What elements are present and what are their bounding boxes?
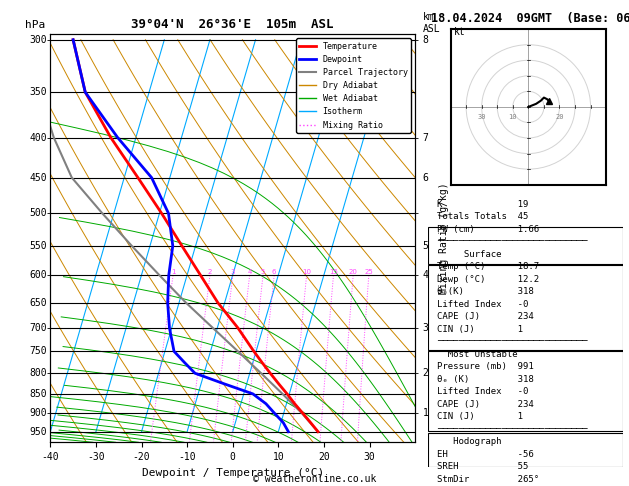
Parcel Trajectory: [314, 429, 322, 434]
Text: 2: 2: [208, 269, 212, 276]
Temperature: [234, 325, 242, 331]
Parcel Trajectory: [298, 410, 306, 416]
Line: Dewpoint: Dewpoint: [73, 40, 288, 432]
Temperature: [134, 174, 142, 180]
Text: © weatheronline.co.uk: © weatheronline.co.uk: [253, 473, 376, 484]
Text: 550: 550: [29, 241, 47, 251]
Text: 650: 650: [29, 297, 47, 308]
Text: 750: 750: [29, 347, 47, 356]
Temperature: [214, 300, 221, 306]
Text: 1: 1: [423, 408, 428, 418]
Text: 2: 2: [423, 368, 428, 378]
Text: 3: 3: [423, 323, 428, 333]
Parcel Trajectory: [24, 37, 31, 43]
Temperature: [283, 391, 291, 397]
Dewpoint: [170, 348, 178, 354]
Parcel Trajectory: [128, 243, 135, 249]
Line: Temperature: Temperature: [73, 40, 318, 432]
Dewpoint: [271, 410, 279, 416]
Parcel Trajectory: [234, 348, 242, 354]
Text: 25: 25: [364, 269, 373, 276]
Temperature: [69, 37, 77, 43]
Temperature: [250, 348, 258, 354]
Text: 600: 600: [29, 270, 47, 280]
Text: 5: 5: [423, 241, 428, 251]
Text: 4: 4: [247, 269, 252, 276]
Text: 850: 850: [29, 389, 47, 399]
Temperature: [314, 429, 322, 434]
Dewpoint: [69, 37, 77, 43]
Text: 8: 8: [423, 35, 428, 45]
Text: kt: kt: [454, 27, 465, 37]
Parcel Trajectory: [279, 391, 286, 397]
Text: 30: 30: [477, 114, 486, 121]
Dewpoint: [249, 391, 257, 397]
Dewpoint: [169, 243, 177, 249]
Dewpoint: [262, 401, 270, 407]
Text: 5: 5: [261, 269, 265, 276]
Text: 800: 800: [29, 368, 47, 378]
Temperature: [275, 381, 282, 387]
Dewpoint: [279, 420, 287, 426]
Temperature: [178, 243, 186, 249]
Legend: Temperature, Dewpoint, Parcel Trajectory, Dry Adiabat, Wet Adiabat, Isotherm, Mi: Temperature, Dewpoint, Parcel Trajectory…: [296, 38, 411, 133]
Dewpoint: [191, 370, 199, 376]
Text: 450: 450: [29, 173, 47, 183]
Line: Parcel Trajectory: Parcel Trajectory: [28, 40, 318, 432]
Text: 950: 950: [29, 427, 47, 437]
Temperature: [197, 273, 204, 278]
Temperature: [291, 401, 298, 407]
Text: 300: 300: [29, 35, 47, 45]
Text: Mixing Ratio (g/kg): Mixing Ratio (g/kg): [439, 182, 449, 294]
Dewpoint: [148, 174, 155, 180]
Text: 6: 6: [272, 269, 276, 276]
Dewpoint: [284, 429, 292, 434]
X-axis label: Dewpoint / Temperature (°C): Dewpoint / Temperature (°C): [142, 468, 324, 478]
Text: 18.04.2024  09GMT  (Base: 06): 18.04.2024 09GMT (Base: 06): [431, 12, 629, 25]
Dewpoint: [165, 325, 173, 331]
Parcel Trajectory: [209, 325, 216, 331]
Text: 500: 500: [29, 208, 47, 218]
Text: 10: 10: [509, 114, 517, 121]
Parcel Trajectory: [99, 210, 106, 216]
Temperature: [267, 370, 274, 376]
Text: 400: 400: [29, 133, 47, 142]
Parcel Trajectory: [50, 135, 58, 140]
Text: 3: 3: [231, 269, 235, 276]
Text: 1: 1: [171, 269, 175, 276]
Temperature: [158, 210, 165, 216]
Text: K              19
Totals Totals  45
PW (cm)        1.66
────────────────────────: K 19 Totals Totals 45 PW (cm) 1.66 ─────…: [438, 200, 588, 486]
Temperature: [307, 420, 314, 426]
Temperature: [107, 135, 114, 140]
Dewpoint: [165, 210, 172, 216]
Dewpoint: [220, 381, 228, 387]
Text: 10: 10: [302, 269, 311, 276]
Text: 20: 20: [348, 269, 358, 276]
Parcel Trajectory: [156, 273, 164, 278]
Text: 350: 350: [29, 87, 47, 97]
Text: 20: 20: [555, 114, 564, 121]
Text: 900: 900: [29, 408, 47, 418]
Title: 39°04'N  26°36'E  105m  ASL: 39°04'N 26°36'E 105m ASL: [131, 18, 334, 32]
Parcel Trajectory: [182, 300, 190, 306]
Parcel Trajectory: [36, 89, 43, 95]
Dewpoint: [114, 135, 121, 140]
Temperature: [299, 410, 306, 416]
Temperature: [82, 89, 89, 95]
Text: 700: 700: [29, 323, 47, 333]
Dewpoint: [165, 273, 172, 278]
Text: 15: 15: [329, 269, 338, 276]
Temperature: [259, 360, 266, 365]
Text: 6: 6: [423, 173, 428, 183]
Dewpoint: [181, 360, 188, 365]
Text: hPa: hPa: [25, 20, 45, 30]
Parcel Trajectory: [257, 370, 265, 376]
Dewpoint: [164, 300, 172, 306]
Dewpoint: [82, 89, 89, 95]
Text: 7: 7: [423, 133, 428, 142]
Parcel Trajectory: [68, 174, 75, 180]
Text: km
ASL: km ASL: [423, 13, 440, 34]
Text: 4: 4: [423, 270, 428, 280]
